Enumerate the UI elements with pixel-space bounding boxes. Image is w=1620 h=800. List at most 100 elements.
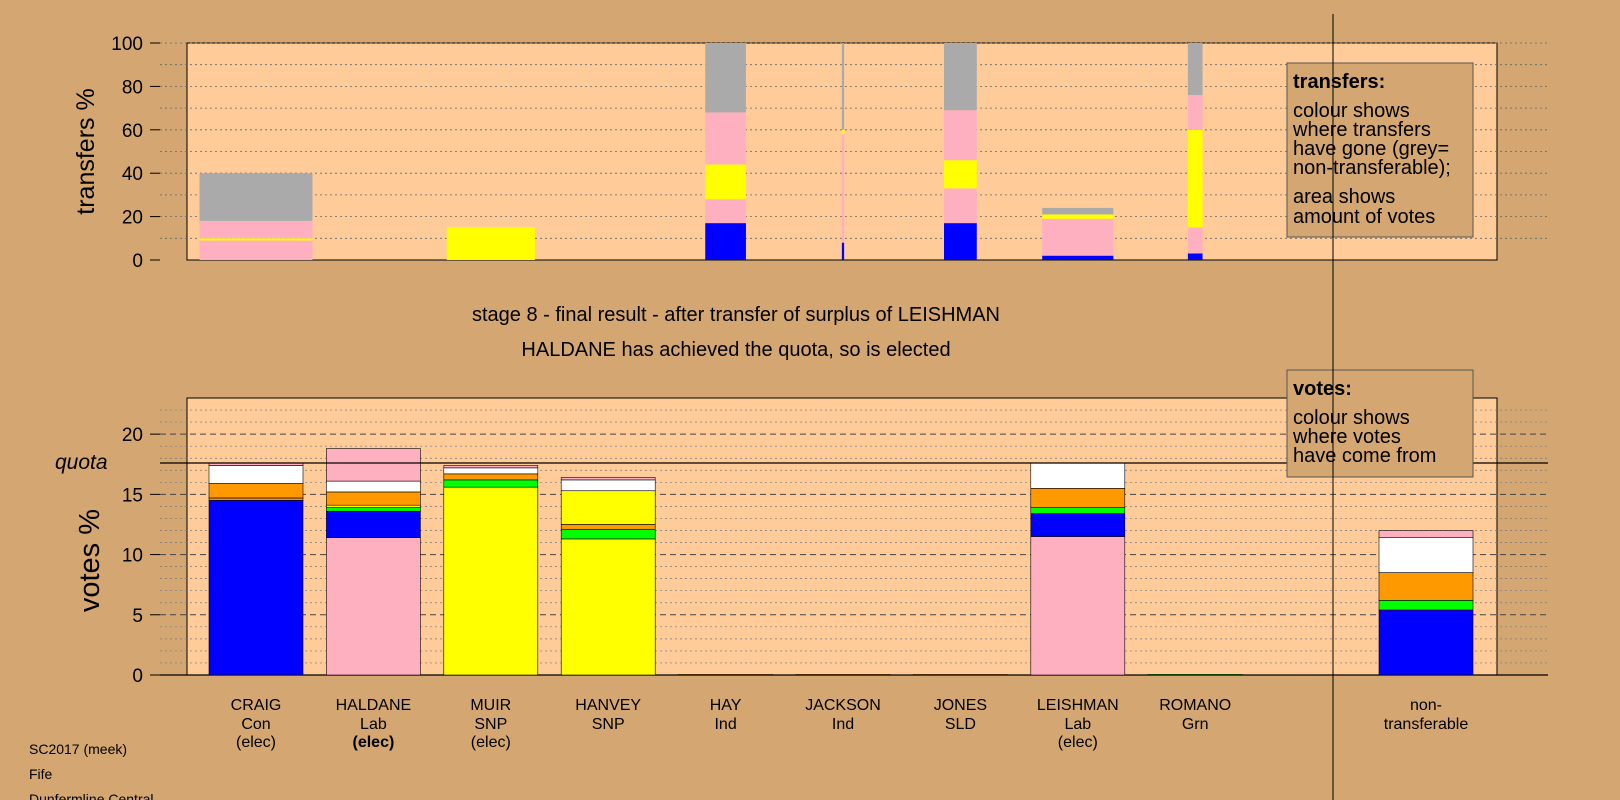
candidate-party-label: Grn: [1182, 716, 1209, 733]
transfers-ytick-label: 80: [122, 77, 143, 98]
footer-ward: Dunfermline Central: [29, 791, 154, 800]
transfers-bar-segment: [199, 220, 313, 239]
votes-ytick-label: 15: [122, 485, 143, 506]
candidate-party-label: Ind: [714, 716, 736, 733]
transfers-ytick-label: 20: [122, 208, 143, 229]
transfers-bar-segment: [705, 43, 746, 113]
votes-bar-segment: [678, 674, 773, 676]
votes-ylabel: votes %: [74, 509, 106, 612]
candidate-name-label: HALDANE: [336, 697, 412, 714]
transfers-bar-segment: [944, 223, 977, 260]
votes-bar-segment: [1147, 674, 1243, 676]
transfers-bar-segment: [1187, 129, 1203, 228]
transfers-legend-line: amount of votes: [1293, 206, 1435, 228]
transfers-chart: 0 20 40 60 80 100 transfers % transfers: colour …: [72, 34, 1548, 272]
votes-legend-line: where votes: [1292, 426, 1401, 448]
votes-bar-segment: [1030, 507, 1126, 514]
candidate-status-label: (elec): [236, 734, 276, 751]
transfers-bar-segment: [446, 227, 535, 260]
votes-bar-segment: [326, 504, 421, 508]
stage-title: stage 8 - final result - after transfer …: [472, 304, 1000, 326]
transfers-ytick-label: 60: [122, 121, 143, 142]
transfers-bar-segment: [1042, 214, 1114, 219]
transfers-ytick-label: 0: [132, 251, 143, 272]
votes-bar-segment: [326, 510, 421, 539]
votes-bar-segment: [1030, 536, 1126, 676]
votes-ytick-label: 20: [122, 425, 143, 446]
transfers-bar-segment: [841, 43, 845, 130]
footer-council: Fife: [29, 766, 53, 782]
votes-bar-segment: [560, 538, 656, 676]
nontransferable-bar-segment: [1378, 609, 1474, 676]
nontransferable-label: non-: [1410, 697, 1442, 714]
candidate-status-label: (elec): [1058, 734, 1098, 751]
nontransferable-bar-segment: [1378, 572, 1474, 601]
candidate-name-label: HANVEY: [575, 697, 641, 714]
candidate-name-label: LEISHMAN: [1037, 697, 1119, 714]
votes-legend-line: colour shows: [1293, 407, 1410, 429]
votes-bar-segment: [560, 490, 656, 525]
candidate-status-label: (elec): [471, 734, 511, 751]
transfers-bar-segment: [1042, 218, 1114, 256]
votes-bar-segment: [1030, 462, 1126, 489]
candidate-party-label: Con: [241, 716, 270, 733]
transfers-legend-line: where transfers: [1292, 119, 1431, 141]
candidate-party-label: SNP: [474, 716, 507, 733]
votes-bar-segment: [560, 477, 656, 481]
transfers-bar-segment: [1042, 207, 1114, 215]
transfers-ytick-label: 40: [122, 164, 143, 185]
votes-legend-title: votes:: [1293, 378, 1352, 400]
nontransferable-label: transferable: [1384, 716, 1469, 733]
candidate-name-label: ROMANO: [1159, 697, 1231, 714]
votes-ytick-label: 5: [132, 606, 143, 627]
transfers-bar-segment: [705, 164, 746, 200]
votes-bar-segment: [913, 674, 1008, 676]
transfers-legend-title: transfers:: [1293, 71, 1385, 93]
votes-bar-segment: [326, 491, 421, 506]
transfers-bar-segment: [705, 223, 746, 260]
nontransferable-bar-segment: [1378, 530, 1474, 539]
transfers-bar-segment: [199, 173, 313, 221]
footer-election: SC2017 (meek): [29, 741, 127, 757]
transfers-bar-segment: [944, 43, 977, 111]
votes-bar-segment: [208, 483, 304, 499]
transfers-bar-segment: [199, 240, 313, 260]
transfers-ylabel: transfers %: [72, 88, 100, 214]
votes-bar-segment: [1030, 488, 1126, 508]
transfers-bar-segment: [1042, 255, 1114, 260]
votes-legend-line: have come from: [1293, 445, 1436, 467]
candidate-name-label: JONES: [934, 697, 987, 714]
votes-bar-segment: [560, 528, 656, 540]
transfers-bar-segment: [705, 112, 746, 165]
votes-bar-segment: [443, 467, 539, 475]
transfers-legend-box: [1286, 62, 1474, 238]
votes-bar-segment: [208, 497, 304, 501]
nontransferable-bar-segment: [1378, 600, 1474, 611]
transfers-bar-segment: [1187, 43, 1203, 96]
votes-bar-segment: [560, 524, 656, 530]
votes-bar-segment: [443, 465, 539, 469]
votes-bar-segment: [208, 465, 304, 484]
candidate-name-label: HAY: [710, 697, 742, 714]
candidate-party-label: Lab: [360, 716, 387, 733]
candidate-name-label: JACKSON: [805, 697, 881, 714]
candidate-status-label: (elec): [353, 734, 395, 751]
transfers-bar-segment: [944, 188, 977, 224]
transfers-bar-segment: [841, 129, 845, 135]
candidate-party-label: SNP: [592, 716, 625, 733]
candidate-name-label: CRAIG: [231, 697, 282, 714]
transfers-legend-line: non-transferable);: [1293, 157, 1451, 179]
transfers-bar-segment: [705, 199, 746, 224]
transfers-bar-segment: [1187, 95, 1203, 130]
quota-label: quota: [55, 451, 108, 474]
votes-bar-segment: [326, 507, 421, 512]
votes-bar-segment: [443, 479, 539, 488]
transfers-bar-segment: [841, 242, 845, 260]
votes-ytick-label: 10: [122, 546, 143, 567]
transfers-bar-segment: [1187, 227, 1203, 254]
nontransferable-bar-segment: [1378, 537, 1474, 573]
votes-bar-segment: [326, 448, 421, 482]
votes-legend-box: [1286, 369, 1474, 478]
votes-bar-segment: [443, 473, 539, 481]
